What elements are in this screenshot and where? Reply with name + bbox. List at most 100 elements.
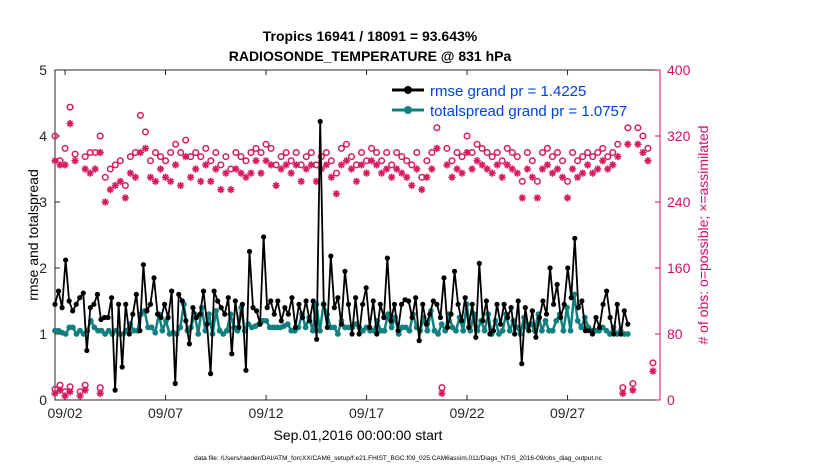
rmse-point	[246, 248, 253, 255]
rmse-point	[108, 295, 115, 301]
assimilated-count-marker	[614, 153, 622, 161]
rmse-point	[342, 268, 348, 274]
assimilated-count-marker	[478, 161, 486, 169]
assimilated-count-marker	[222, 169, 230, 177]
rmse-point	[243, 367, 249, 373]
rmse-point	[363, 285, 369, 291]
assimilated-count-marker	[272, 181, 280, 190]
totalspread-point	[438, 321, 445, 327]
rmse-point	[360, 301, 366, 307]
possible-count-marker	[478, 144, 486, 152]
rmse-point	[543, 311, 550, 317]
possible-count-marker	[222, 153, 230, 161]
totalspread-point	[213, 308, 220, 314]
assimilated-count-marker	[91, 165, 99, 173]
assimilated-count-marker	[594, 165, 602, 173]
possible-count-marker	[217, 161, 225, 169]
rmse-point	[147, 301, 154, 307]
rmse-point	[105, 314, 111, 321]
rmse-point	[409, 314, 415, 321]
rmse-point	[137, 328, 143, 334]
rmse-point	[356, 331, 362, 337]
rmse-point	[618, 331, 624, 337]
assimilated-count-marker	[257, 169, 265, 177]
assimilated-count-marker	[584, 161, 592, 169]
rmse-point	[459, 318, 465, 324]
assimilated-count-marker	[166, 177, 175, 185]
assimilated-count-marker	[634, 140, 642, 148]
possible-count-marker	[428, 148, 436, 157]
rmse-point	[611, 331, 617, 337]
rmse-point	[204, 321, 210, 327]
totalspread-point	[334, 331, 341, 337]
rmse-point	[239, 301, 246, 307]
totalspread-point	[206, 311, 212, 318]
rmse-point	[494, 301, 500, 307]
rmse-point	[469, 301, 475, 307]
possible-count-marker	[533, 177, 541, 185]
assimilated-count-marker	[232, 165, 240, 173]
y-axis-right: 0 80 160 240 320 400	[655, 62, 691, 408]
rmse-point	[547, 265, 553, 271]
totalspread-point	[624, 331, 631, 337]
rmse-point	[572, 235, 578, 241]
legend: rmse grand pr = 1.4225 totalspread grand…	[388, 80, 656, 120]
data-file-footer: data file: /Users/raeder/DAI/ATM_forcXX/…	[194, 455, 603, 462]
rmse-point	[593, 314, 599, 321]
possible-count-marker	[589, 153, 597, 161]
possible-count-marker	[287, 157, 295, 165]
x-tick-label: 09/07	[148, 405, 183, 421]
x-axis-label: Sep.01,2016 00:00:00 start	[274, 427, 443, 443]
rmse-point	[512, 331, 518, 337]
assimilated-count-marker	[297, 177, 305, 185]
rmse-point	[607, 314, 613, 321]
y-left-tick-label: 4	[39, 128, 47, 144]
totalspread-point	[560, 327, 567, 334]
rmse-point	[275, 298, 281, 304]
rmse-point	[66, 298, 72, 304]
assimilated-count-marker	[609, 161, 617, 169]
rmse-point	[575, 305, 581, 311]
assimilated-count-marker	[423, 173, 431, 181]
rmse-point	[455, 301, 461, 307]
rmse-point	[328, 253, 334, 259]
possible-count-marker	[357, 148, 366, 157]
assimilated-count-marker	[498, 173, 506, 181]
possible-count-marker	[473, 140, 481, 148]
rmse-point	[441, 275, 447, 281]
rmse-point	[579, 298, 585, 304]
assimilated-count-marker	[172, 161, 180, 169]
assimilated-count-series	[51, 120, 657, 400]
x-tick-label: 09/02	[48, 405, 83, 421]
possible-count-marker	[513, 153, 521, 161]
possible-count-marker	[51, 132, 59, 140]
assimilated-count-marker	[508, 165, 516, 173]
rmse-point	[190, 305, 196, 311]
assimilated-count-marker	[372, 161, 381, 169]
assimilated-count-marker	[352, 177, 361, 185]
totalspread-point	[607, 331, 613, 337]
assimilated-count-marker	[568, 165, 577, 173]
assimilated-count-marker	[448, 173, 456, 181]
chart-title-line1: Tropics 16941 / 18091 = 93.643%	[263, 28, 478, 44]
assimilated-count-marker	[187, 173, 195, 181]
rmse-point	[222, 311, 228, 317]
possible-count-marker	[207, 157, 215, 165]
possible-count-marker	[423, 157, 431, 165]
rmse-point	[229, 351, 235, 357]
possible-count-marker	[393, 148, 401, 157]
rmse-point	[448, 311, 454, 317]
rmse-point	[193, 314, 200, 321]
assimilated-count-marker	[398, 169, 406, 177]
rmse-point	[271, 311, 277, 317]
rmse-point	[84, 347, 90, 354]
assimilated-count-marker	[267, 161, 275, 169]
assimilated-count-marker	[106, 186, 114, 194]
assimilated-count-marker	[573, 173, 582, 181]
y-axis-left: 0 1 2 3 4 5	[39, 62, 60, 408]
rmse-point	[505, 314, 511, 321]
totalspread-point	[578, 324, 585, 331]
rmse-point	[126, 331, 132, 337]
possible-count-marker	[644, 144, 652, 152]
